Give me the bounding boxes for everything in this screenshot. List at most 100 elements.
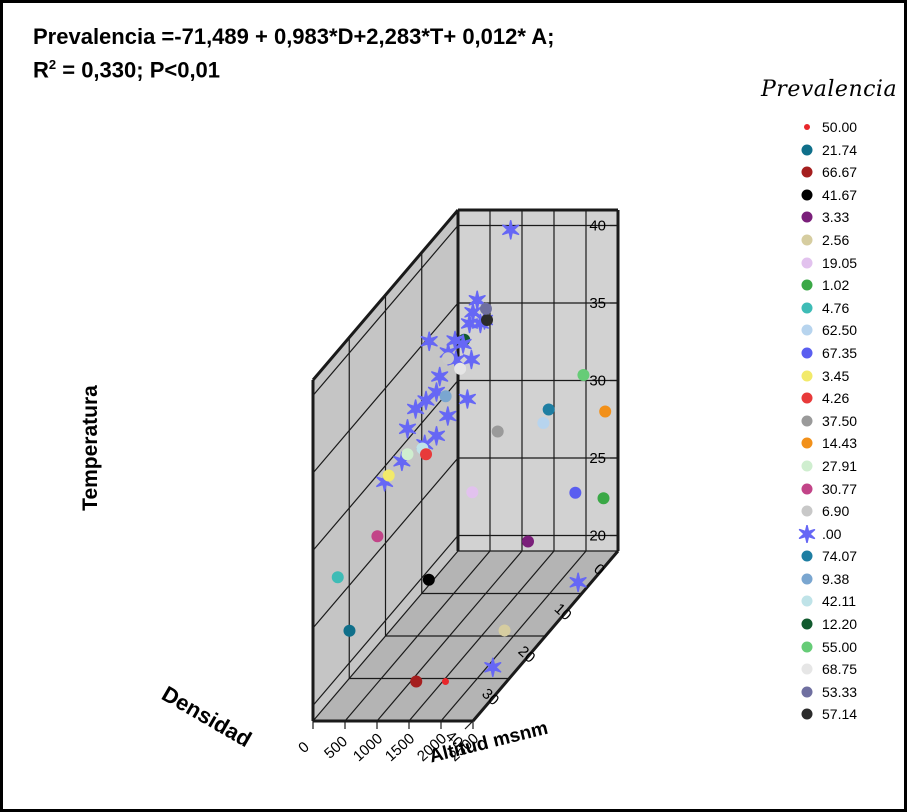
legend-swatch bbox=[801, 211, 813, 223]
legend-marker bbox=[801, 686, 813, 698]
legend-label: .00 bbox=[822, 525, 842, 542]
legend-item: 67.35 bbox=[798, 342, 898, 365]
legend-marker bbox=[801, 370, 813, 382]
legend-item: 6.90 bbox=[798, 500, 898, 523]
data-point bbox=[498, 624, 511, 637]
data-point bbox=[343, 624, 356, 637]
data-point bbox=[481, 314, 494, 326]
legend-swatch bbox=[801, 663, 813, 675]
grid-side-horizontal bbox=[312, 380, 459, 551]
grid-side-horizontal bbox=[312, 457, 459, 629]
grid-lines bbox=[311, 208, 620, 730]
box-edge bbox=[311, 209, 460, 381]
legend-marker bbox=[801, 234, 813, 246]
legend-marker bbox=[801, 505, 813, 517]
legend-swatch bbox=[801, 460, 813, 472]
legend-marker bbox=[801, 550, 813, 562]
data-point-star bbox=[460, 313, 479, 334]
legend-label: 53.33 bbox=[822, 683, 858, 700]
densidad-axis-label: Densidad bbox=[158, 681, 256, 752]
legend-item: .00 bbox=[798, 523, 898, 546]
legend-label: 9.38 bbox=[822, 570, 850, 587]
temperatura-tick-label: 30 bbox=[589, 373, 606, 390]
legend-marker bbox=[801, 460, 813, 472]
legend-label: 2.56 bbox=[822, 231, 850, 248]
title-r-exponent: 2 bbox=[48, 57, 57, 72]
legend-marker bbox=[801, 324, 813, 336]
legend-item: 9.38 bbox=[798, 568, 898, 591]
altitud-tick-label: 500 bbox=[321, 733, 351, 762]
legend-label: 30.77 bbox=[822, 480, 858, 497]
legend-item: 37.50 bbox=[798, 410, 898, 433]
legend-label: 66.67 bbox=[822, 164, 858, 181]
legend-swatch bbox=[804, 124, 810, 130]
legend-label: 14.43 bbox=[822, 435, 858, 452]
legend-item: 30.77 bbox=[798, 478, 898, 501]
legend-item: 57.14 bbox=[798, 703, 898, 726]
data-points bbox=[331, 220, 612, 688]
legend-label: 3.33 bbox=[822, 209, 850, 226]
legend-label: 62.50 bbox=[822, 322, 858, 339]
legend-label: 19.05 bbox=[822, 254, 858, 271]
altitud-tick-label: 1500 bbox=[382, 730, 418, 765]
legend-marker bbox=[801, 437, 813, 449]
legend-label: 55.00 bbox=[822, 638, 858, 655]
legend-marker bbox=[801, 347, 813, 359]
title-r: R bbox=[33, 57, 49, 83]
legend-label: 21.74 bbox=[822, 141, 858, 158]
data-point bbox=[542, 403, 555, 416]
temperatura-axis-label: Temperatura bbox=[79, 385, 102, 511]
legend-label: 37.50 bbox=[822, 412, 858, 429]
legend-item: 68.75 bbox=[798, 658, 898, 681]
legend-swatch bbox=[801, 618, 813, 630]
data-point-star bbox=[427, 382, 446, 402]
temperatura-tick-label: 35 bbox=[589, 295, 606, 312]
legend-item: 12.20 bbox=[798, 613, 898, 636]
legend-item: 42.11 bbox=[798, 590, 898, 613]
legend-swatch bbox=[801, 189, 813, 201]
legend-swatch bbox=[801, 324, 813, 336]
legend-swatch bbox=[801, 708, 813, 720]
legend-label: 74.07 bbox=[822, 548, 858, 565]
legend-marker bbox=[801, 392, 813, 404]
data-point-star bbox=[431, 366, 449, 387]
legend-swatch bbox=[801, 595, 813, 607]
data-point-star bbox=[439, 406, 457, 426]
chart-title: Prevalencia =-71,489 + 0,983*D+2,283*T+ … bbox=[33, 23, 554, 84]
legend-label: 50.00 bbox=[822, 119, 858, 135]
data-point-star bbox=[427, 426, 446, 446]
data-point bbox=[597, 492, 610, 505]
data-point bbox=[466, 486, 479, 499]
legend-label: 67.35 bbox=[822, 344, 858, 361]
legend-marker bbox=[801, 189, 813, 201]
data-point bbox=[382, 469, 395, 482]
legend-swatch bbox=[801, 392, 813, 404]
legend-item: 50.00 bbox=[798, 116, 898, 139]
data-point bbox=[439, 390, 452, 403]
legend-swatch bbox=[798, 524, 816, 543]
title-line-2: R2 = 0,330; P<0,01 bbox=[33, 51, 554, 84]
densidad-tick bbox=[573, 593, 583, 602]
legend-swatch bbox=[801, 505, 813, 517]
legend-swatch bbox=[801, 437, 813, 449]
legend-item: 62.50 bbox=[798, 319, 898, 342]
legend-item: 14.43 bbox=[798, 432, 898, 455]
legend-marker bbox=[801, 663, 813, 675]
legend-swatch bbox=[801, 257, 813, 269]
data-point-star bbox=[569, 572, 587, 593]
legend-marker bbox=[801, 708, 813, 720]
legend-item: 4.76 bbox=[798, 297, 898, 320]
altitud-tick-label: 1000 bbox=[350, 730, 386, 765]
data-point bbox=[577, 369, 590, 381]
legend-item: 1.02 bbox=[798, 274, 898, 297]
legend-label: 4.76 bbox=[822, 299, 850, 316]
altitud-tick-label: 0 bbox=[295, 739, 313, 757]
legend-swatch bbox=[801, 347, 813, 359]
legend-label: 57.14 bbox=[822, 706, 858, 723]
legend-swatch bbox=[801, 641, 813, 653]
data-point-star bbox=[458, 389, 476, 409]
legend-label: 4.26 bbox=[822, 390, 850, 407]
legend-label: 1.02 bbox=[822, 277, 850, 294]
legend-swatch bbox=[801, 370, 813, 382]
